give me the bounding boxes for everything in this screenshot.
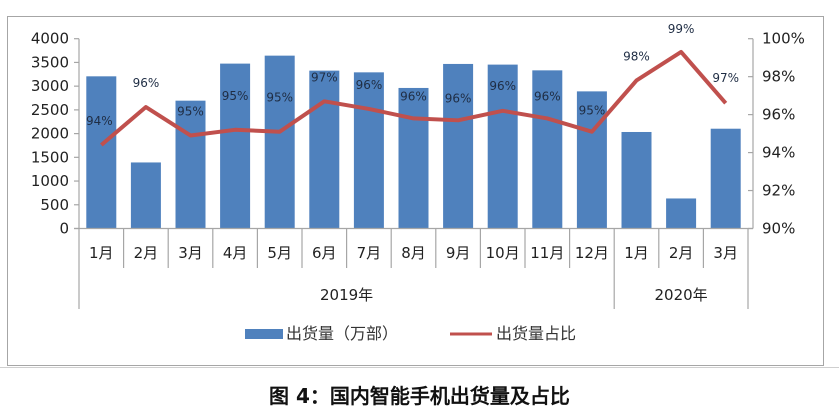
right-tick-label: 90%	[762, 220, 795, 238]
share-line	[100, 49, 728, 147]
x-axis: 1月 2月 3月 4月 5月 6月 7月 8月 9月 10月 11月 12月 1月 2月 3月 2019年 20…	[74, 227, 753, 309]
bar	[576, 91, 607, 229]
bar	[220, 63, 251, 229]
bar	[487, 64, 518, 229]
right-tick-label: 94%	[762, 144, 795, 162]
left-tick-label: 1000	[31, 172, 69, 190]
share-data-label: 96%	[489, 79, 516, 93]
bar	[130, 162, 161, 229]
month-label: 6月	[312, 244, 337, 262]
year-label: 2019年	[320, 286, 373, 304]
month-label: 2月	[669, 244, 694, 262]
bar	[532, 70, 563, 229]
bar	[710, 128, 741, 229]
legend-bar-swatch	[245, 329, 283, 339]
share-data-label: 99%	[668, 22, 695, 36]
left-tick-label: 500	[40, 196, 69, 214]
month-label: 7月	[357, 244, 382, 262]
figure-caption: 图 4：国内智能手机出货量及占比	[269, 384, 570, 408]
bar	[443, 63, 474, 229]
right-tick-label: 92%	[762, 182, 795, 200]
month-label: 10月	[486, 244, 520, 262]
share-data-label: 96%	[356, 78, 383, 92]
share-data-label: 96%	[534, 89, 561, 103]
bar	[86, 76, 117, 229]
month-label: 3月	[178, 244, 203, 262]
share-data-label: 95%	[266, 91, 293, 105]
share-data-label: 98%	[623, 49, 650, 63]
left-tick-label: 4000	[31, 30, 69, 48]
share-data-label: 95%	[222, 89, 249, 103]
month-label: 1月	[624, 244, 649, 262]
month-label: 5月	[267, 244, 292, 262]
left-tick-label: 1500	[31, 148, 69, 166]
bar-series-shipments	[86, 55, 741, 229]
bar	[175, 100, 206, 229]
bar	[666, 198, 697, 229]
legend-bar-label: 出货量（万部）	[286, 324, 398, 343]
right-tick-label: 100%	[762, 30, 805, 48]
month-label: 3月	[713, 244, 738, 262]
bar	[353, 72, 384, 229]
month-label: 8月	[401, 244, 426, 262]
share-data-label: 96%	[133, 76, 160, 90]
line-series-share	[100, 49, 728, 147]
caption-divider	[0, 367, 839, 368]
left-tick-label: 2500	[31, 101, 69, 119]
month-label: 9月	[446, 244, 471, 262]
left-tick-label: 3500	[31, 53, 69, 71]
share-data-label: 95%	[579, 104, 606, 118]
left-y-axis: 0 500 1000 1500 2000 2500 3000 3500 4000	[31, 30, 80, 238]
left-tick-label: 2000	[31, 125, 69, 143]
month-label: 12月	[575, 244, 609, 262]
month-label: 11月	[530, 244, 564, 262]
line-data-labels: 94% 96% 95% 95% 95% 97% 96% 96% 96% 96% 96% 95% 98% 9…	[86, 22, 739, 128]
share-data-label: 96%	[400, 89, 427, 103]
bar	[621, 131, 652, 229]
month-label: 4月	[223, 244, 248, 262]
share-data-label: 94%	[86, 114, 113, 128]
share-data-label: 97%	[311, 70, 338, 84]
bar	[398, 87, 429, 229]
year-label: 2020年	[655, 286, 708, 304]
right-y-axis: 90% 92% 94% 96% 98% 100%	[748, 30, 805, 238]
month-label: 2月	[134, 244, 159, 262]
legend-line-label: 出货量占比	[496, 324, 576, 343]
left-tick-label: 0	[59, 220, 69, 238]
month-label: 1月	[89, 244, 114, 262]
bar	[264, 55, 295, 229]
bar	[309, 70, 340, 229]
right-tick-label: 98%	[762, 68, 795, 86]
left-tick-label: 3000	[31, 77, 69, 95]
share-data-label: 97%	[712, 71, 739, 85]
share-data-label: 96%	[445, 91, 472, 105]
right-tick-label: 96%	[762, 106, 795, 124]
share-data-label: 95%	[177, 104, 204, 118]
legend: 出货量（万部） 出货量占比	[245, 324, 576, 343]
